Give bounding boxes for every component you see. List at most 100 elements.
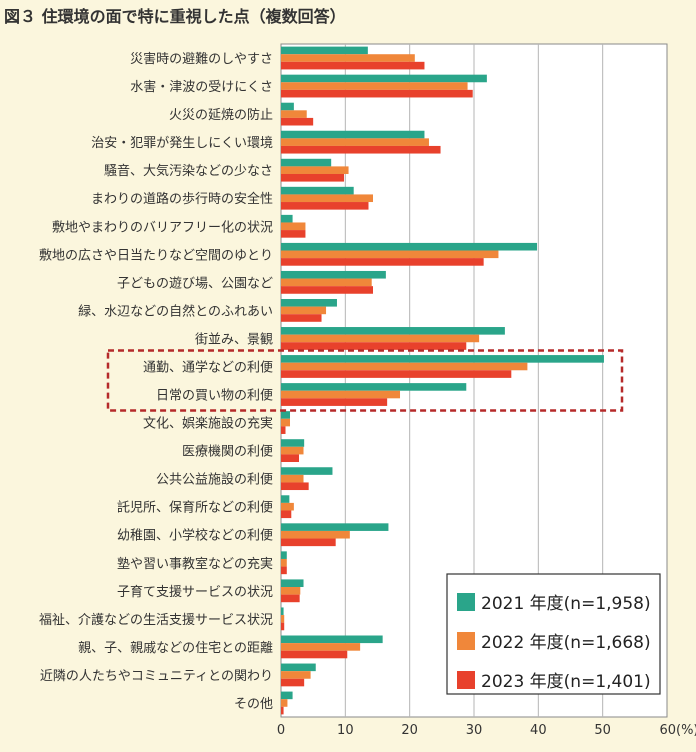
highlight-box [106, 349, 624, 412]
category-labels: 災害時の避難のしやすさ水害・津波の受けにくさ火災の延焼の防止治安・犯罪が発生しに… [39, 51, 273, 712]
bar [281, 691, 293, 700]
bar [281, 306, 327, 315]
bar [281, 643, 361, 651]
bar [281, 166, 349, 174]
bar [281, 362, 528, 371]
bar [281, 222, 306, 231]
bar [281, 54, 415, 62]
bar [281, 467, 333, 475]
bar [281, 510, 292, 519]
bar [281, 110, 307, 118]
category-label: 騒音、大気汚染などの少なさ [104, 163, 273, 179]
bar [281, 314, 322, 322]
category-label: 託児所、保育所などの利便 [117, 500, 273, 516]
bar [281, 202, 369, 210]
bar [281, 117, 314, 126]
bar [281, 186, 354, 195]
category-label: 緑、水辺などの自然とのふれあい [78, 303, 273, 319]
bar [281, 587, 301, 595]
bar [281, 502, 294, 511]
bar [281, 671, 311, 679]
x-tick-label: 20 [401, 723, 418, 738]
bar [281, 74, 487, 83]
bar [281, 622, 285, 631]
bar [281, 530, 350, 539]
bar [281, 446, 304, 455]
legend-label: 2022 年度(n=1,668) [481, 633, 651, 653]
category-label: 街並み、景観 [195, 332, 273, 347]
bar [281, 418, 291, 427]
category-label: 福祉、介護などの生活支援サービス状況 [39, 612, 273, 628]
legend-swatch [457, 632, 475, 650]
bar [281, 495, 290, 503]
bar [281, 82, 468, 90]
bar [281, 61, 425, 70]
bar [281, 286, 373, 294]
bars [281, 46, 604, 715]
category-label: 日常の買い物の利便 [156, 389, 273, 404]
bar [281, 46, 368, 55]
legend-label: 2023 年度(n=1,401) [481, 672, 651, 692]
bar [281, 130, 425, 139]
x-tick-label: 0 [277, 723, 285, 738]
bar [281, 173, 345, 182]
category-label: 塾や習い事教室などの充実 [117, 556, 273, 572]
legend-swatch [457, 593, 475, 611]
category-label: 火災の延焼の防止 [169, 107, 273, 123]
bar [281, 145, 441, 154]
x-tick-label: 30 [466, 723, 483, 738]
bar [281, 454, 300, 463]
bar [281, 258, 484, 266]
category-label: 子育て支援サービスの状況 [117, 584, 273, 600]
category-label: 公共公益施設の利便 [156, 472, 273, 488]
bar [281, 699, 288, 707]
bar [281, 579, 304, 588]
category-label: 通勤、通学などの利便 [143, 359, 273, 375]
bar [281, 194, 373, 203]
bar [281, 383, 467, 391]
bar [281, 214, 293, 223]
category-label: 災害時の避難のしやすさ [130, 51, 273, 67]
bar [281, 482, 309, 491]
bar [281, 102, 294, 111]
bar [281, 650, 348, 659]
bar [281, 474, 304, 483]
bar [281, 566, 287, 575]
category-label: 敷地の広さや日当たりなど空間のゆとり [39, 248, 273, 263]
legend-label: 2021 年度(n=1,958) [481, 594, 651, 614]
bar [281, 242, 538, 251]
bar [281, 158, 332, 167]
x-tick-label: 10 [337, 723, 354, 738]
category-label: 幼稚園、小学校などの利便 [117, 528, 273, 544]
bar [281, 278, 372, 287]
bar [281, 342, 467, 350]
bar [281, 370, 512, 378]
category-label: 子どもの遊び場、公園など [117, 276, 273, 291]
category-label: まわりの道路の歩行時の安全性 [91, 191, 273, 207]
bar [281, 558, 287, 567]
bar [281, 523, 389, 531]
bar [281, 230, 306, 238]
bar [281, 411, 291, 419]
category-label: 敷地やまわりのバリアフリー化の状況 [52, 220, 273, 235]
legend: 2021 年度(n=1,958) 2022 年度(n=1,668) 2023 年度(… [446, 573, 661, 695]
category-label: 治安・犯罪が発生しにくい環境 [91, 136, 273, 151]
bar [281, 298, 337, 307]
bar [281, 635, 383, 644]
legend-box [446, 573, 661, 695]
category-label: 水害・津波の受けにくさ [130, 79, 273, 95]
bar [281, 398, 388, 406]
bar [281, 250, 499, 259]
bar [281, 663, 316, 672]
bar [281, 426, 286, 434]
bar [281, 89, 473, 98]
bar [281, 607, 284, 616]
category-label: 親、子、親戚などの住宅との距離 [78, 641, 273, 656]
bar [281, 439, 305, 447]
bar [281, 390, 401, 399]
bar [281, 334, 480, 343]
category-label: 医療機関の利便 [182, 445, 273, 460]
bar [281, 327, 505, 335]
x-tick-label: 60(%) [659, 723, 696, 738]
